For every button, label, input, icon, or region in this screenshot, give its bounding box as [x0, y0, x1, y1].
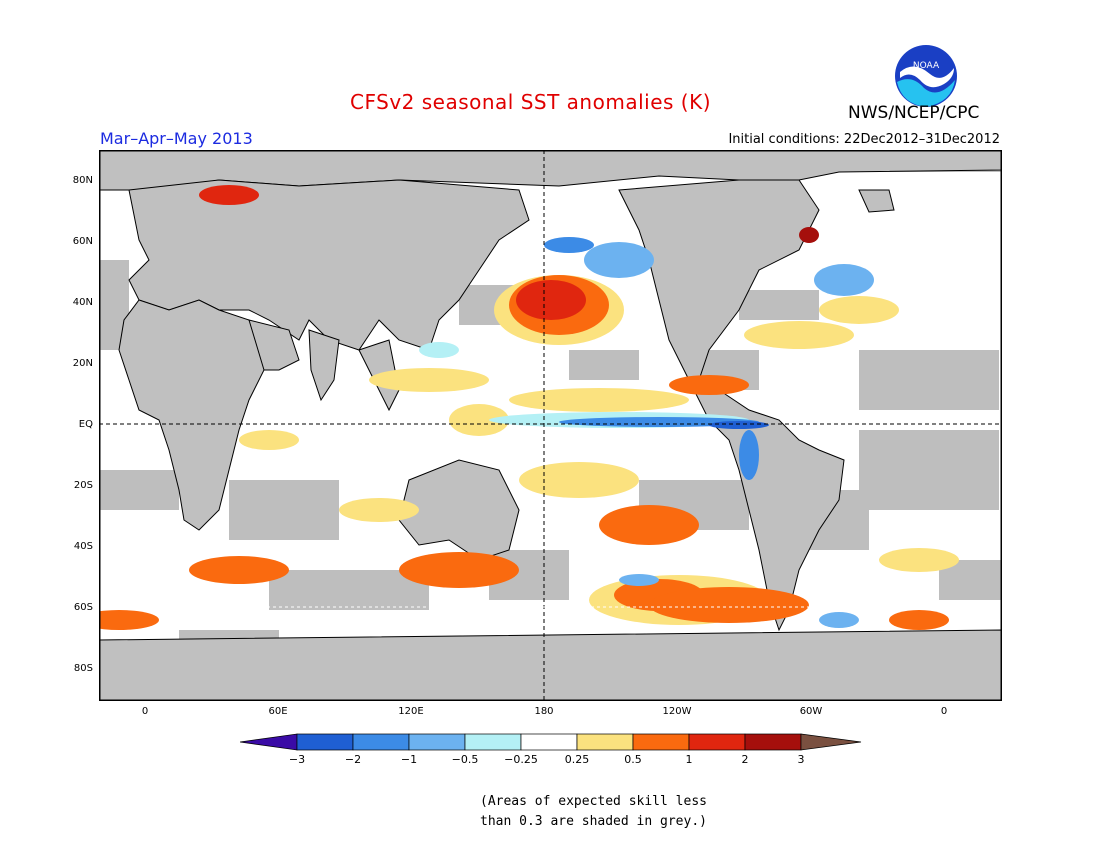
lat-label-80n: 80N [72, 175, 93, 186]
colorbar-label-minus3: −3 [288, 753, 306, 766]
lat-label-60n: 60N [72, 236, 93, 247]
colorbar-swatch-above-3 [800, 733, 862, 751]
colorbar-label-minus025: −0.25 [504, 753, 538, 766]
lon-label-60w: 60W [799, 706, 823, 717]
land-masses [99, 150, 1002, 701]
skill-footnote: (Areas of expected skill less than 0.3 a… [480, 792, 707, 832]
warm-anomalies [99, 185, 959, 630]
colorbar-label-minus1: −1 [400, 753, 418, 766]
initial-conditions-label: Initial conditions: 22Dec2012–31Dec2012 [728, 132, 1000, 147]
lon-label-120e: 120E [398, 706, 424, 717]
colorbar-swatch-1-2 [688, 733, 746, 751]
colorbar-label-minus2: −2 [344, 753, 362, 766]
lon-label-120w: 120W [662, 706, 692, 717]
colorbar-label-1: 1 [685, 753, 693, 766]
lon-label-180: 180 [534, 706, 554, 717]
lat-label-40n: 40N [72, 297, 93, 308]
colorbar [240, 733, 862, 751]
map-title: CFSv2 seasonal SST anomalies (K) [350, 90, 711, 114]
lat-label-20n: 20N [72, 358, 93, 369]
colorbar-swatch-minus2-minus1 [352, 733, 410, 751]
colorbar-label-2: 2 [741, 753, 749, 766]
season-label: Mar–Apr–May 2013 [100, 129, 253, 148]
lon-label-0: 0 [141, 706, 149, 717]
colorbar-swatch-minus1-minus05 [408, 733, 466, 751]
colorbar-label-025: 0.25 [564, 753, 590, 766]
colorbar-swatch-minus3-minus2 [296, 733, 354, 751]
agency-label: NWS/NCEP/CPC [848, 103, 980, 123]
colorbar-label-3: 3 [797, 753, 805, 766]
colorbar-swatch-minus05-minus025 [464, 733, 522, 751]
lat-label-40s: 40S [73, 541, 93, 552]
lon-label-0-east: 0 [940, 706, 948, 717]
skill-footnote-line1: (Areas of expected skill less [480, 794, 707, 809]
map-frame [99, 150, 1002, 701]
colorbar-swatch-neutral [520, 733, 578, 751]
colorbar-label-05: 0.5 [624, 753, 642, 766]
noaa-logo: NOAA [894, 44, 958, 108]
lon-label-60e: 60E [268, 706, 288, 717]
colorbar-label-minus05: −0.5 [451, 753, 479, 766]
colorbar-swatch-025-05 [576, 733, 634, 751]
colorbar-swatch-2-3 [744, 733, 802, 751]
lat-label-60s: 60S [73, 602, 93, 613]
sst-anomaly-map [99, 150, 1002, 701]
lat-label-20s: 20S [73, 480, 93, 491]
skill-footnote-line2: than 0.3 are shaded in grey.) [480, 814, 707, 829]
colorbar-swatch-05-1 [632, 733, 690, 751]
lat-label-eq: EQ [78, 419, 93, 430]
colorbar-swatch-below-minus3 [240, 733, 298, 751]
lat-label-80s: 80S [73, 663, 93, 674]
logo-text: NOAA [913, 61, 940, 71]
